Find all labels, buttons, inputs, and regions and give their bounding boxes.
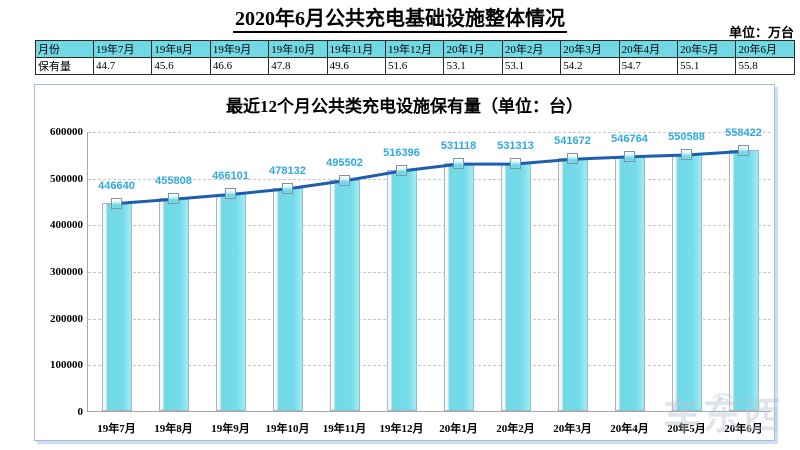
- gridline: [88, 132, 771, 133]
- table-month-row: 月份 19年7月 19年8月 19年9月 19年10月 19年11月 19年12月 20年1…: [35, 40, 795, 58]
- month-header-cell: 19年8月: [151, 40, 211, 58]
- value-cell: 46.6: [209, 57, 270, 75]
- line-marker: [167, 193, 179, 205]
- x-tick-label: 20年5月: [667, 423, 706, 435]
- gridline: [88, 272, 771, 273]
- line-marker: [395, 165, 407, 176]
- value-row-label: 保有量: [35, 57, 94, 75]
- month-header-cell: 19年12月: [385, 40, 445, 58]
- y-tick-label: 100000: [50, 359, 83, 372]
- value-cell: 53.1: [443, 57, 503, 75]
- bar-19年12月: [386, 170, 417, 411]
- data-label: 516396: [383, 147, 420, 159]
- x-tick-label: 19年11月: [322, 423, 367, 435]
- line-marker: [224, 188, 236, 200]
- gridline: [88, 365, 771, 367]
- data-label: 478132: [269, 164, 306, 177]
- x-tick-label: 19年10月: [265, 423, 310, 435]
- bar-20年5月: [671, 154, 702, 411]
- data-label: 495502: [326, 156, 363, 169]
- value-cell: 49.6: [326, 57, 387, 75]
- data-label: 455808: [155, 175, 192, 188]
- data-label: 558422: [725, 127, 762, 140]
- gridline: [88, 225, 771, 227]
- chart-panel: 最近12个月公共类充电设施保有量（单位：台） 446640 19年7月 455808…: [34, 84, 775, 441]
- x-tick-label: 20年3月: [553, 423, 592, 435]
- chart-title: 最近12个月公共类充电设施保有量（单位：台）: [226, 97, 583, 116]
- line-marker: [509, 158, 521, 170]
- data-label: 546764: [611, 132, 648, 145]
- line-marker: [452, 158, 464, 170]
- value-cell: 54.7: [618, 57, 679, 75]
- y-tick-label: 500000: [50, 172, 83, 185]
- x-tick-label: 20年2月: [496, 423, 535, 435]
- value-cell: 45.6: [151, 57, 211, 75]
- bar-19年10月: [272, 187, 303, 411]
- data-label: 466101: [212, 170, 249, 183]
- x-tick-label: 20年4月: [610, 423, 649, 435]
- month-row-label: 月份: [35, 40, 94, 58]
- y-tick-label: 200000: [50, 312, 83, 325]
- table-value-row: 保有量 44.7 45.6 46.6 47.8 49.6 51.6 53.1 53.1 54.2…: [35, 57, 795, 75]
- data-label: 531118: [440, 140, 477, 153]
- month-header-cell: 20年5月: [677, 40, 737, 58]
- value-cell: 55.1: [677, 57, 737, 75]
- month-header-cell: 20年2月: [501, 40, 562, 58]
- x-tick-label: 19年12月: [379, 423, 424, 435]
- data-label: 531313: [497, 140, 534, 153]
- month-header-cell: 19年9月: [209, 40, 270, 58]
- bar-20年2月: [500, 163, 531, 411]
- value-cell: 55.8: [735, 57, 795, 75]
- x-tick-label: 19年9月: [211, 423, 250, 435]
- month-header-cell: 20年4月: [618, 40, 679, 58]
- line-marker: [110, 197, 122, 209]
- y-tick-label: 400000: [50, 219, 83, 232]
- bar-20年6月: [728, 150, 759, 411]
- y-tick-label: 300000: [50, 266, 83, 278]
- bar-19年9月: [215, 193, 246, 411]
- line-marker: [338, 174, 350, 186]
- bar-19年11月: [329, 179, 360, 411]
- value-cell: 51.6: [385, 57, 445, 75]
- data-label: 550588: [668, 131, 705, 144]
- value-cell: 53.1: [501, 57, 562, 75]
- gridline: [88, 178, 771, 180]
- x-tick-label: 20年1月: [439, 423, 478, 435]
- data-label: 541672: [554, 135, 591, 148]
- month-header-cell: 19年10月: [268, 40, 328, 58]
- month-header-cell: 20年3月: [560, 40, 620, 58]
- bar-20年1月: [443, 163, 474, 411]
- bar-20年3月: [557, 158, 588, 411]
- x-tick-label: 19年8月: [154, 423, 193, 435]
- month-header-cell: 19年11月: [326, 40, 387, 58]
- month-header-cell: 20年1月: [443, 40, 503, 58]
- line-marker: [623, 150, 635, 162]
- bar-20年4月: [614, 155, 645, 411]
- unit-label: 单位：万台: [728, 25, 794, 40]
- month-header-cell: 20年6月: [735, 40, 795, 58]
- line-marker: [680, 149, 692, 161]
- gridline: [88, 318, 771, 320]
- y-tick-label: 600000: [50, 126, 83, 138]
- line-marker: [737, 145, 749, 157]
- data-label: 446640: [98, 179, 135, 192]
- month-header-cell: 19年7月: [92, 40, 153, 58]
- value-cell: 47.8: [268, 57, 328, 75]
- trend-line: [116, 149, 744, 206]
- value-cell: 54.2: [560, 57, 620, 75]
- plot-area: 446640 19年7月 455808 19年8月 466101 19年9月 478132 1…: [87, 127, 771, 435]
- line-marker: [281, 182, 293, 194]
- value-cell: 44.7: [92, 57, 153, 75]
- x-tick-label: 19年7月: [97, 423, 136, 435]
- x-tick-label: 20年6月: [724, 423, 763, 435]
- monthly-data-table: 月份 19年7月 19年8月 19年9月 19年10月 19年11月 19年12月 20年1…: [35, 40, 795, 75]
- page-title: 2020年6月公共充电基础设施整体情况: [0, 2, 800, 33]
- y-tick-label: 0: [77, 406, 84, 418]
- line-marker: [566, 153, 578, 165]
